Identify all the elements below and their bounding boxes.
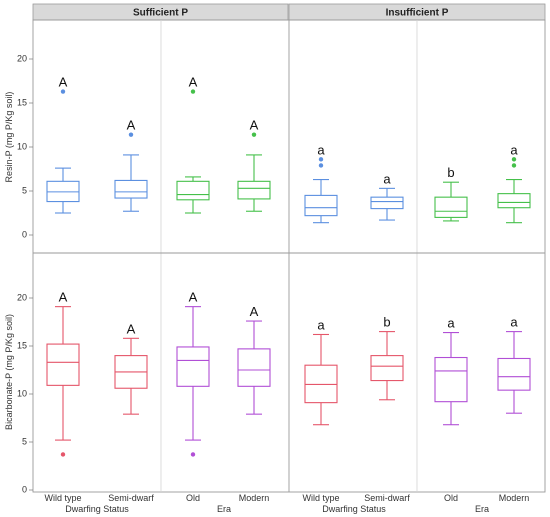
x-tick-label: Modern [499,493,530,503]
outlier-point [60,89,66,94]
outlier-point [190,89,196,94]
y-axis-bottom: 20 15 10 5 0 [17,292,33,494]
outlier-point [511,157,517,162]
box [176,180,210,201]
significance-letter: A [189,75,198,90]
y-tick-label: 0 [22,229,27,239]
strip-label-insufficient: Insufficient P [386,8,449,19]
x-tick-label: Semi-dwarf [108,493,154,503]
significance-letter: b [383,315,390,330]
outlier-point [60,452,66,457]
box [370,196,404,210]
outlier-point [318,157,324,162]
box [497,357,531,391]
y-tick-label: 10 [17,388,27,398]
significance-letter: A [189,290,198,305]
y-axis-top: 20 15 10 5 0 [17,53,33,239]
y-axis-title-resin: Resin-P (mg P/Kg soil) [4,92,14,183]
significance-letter: A [250,304,259,319]
box [434,196,468,218]
box [46,343,80,386]
box [304,194,338,217]
significance-letter: b [447,165,454,180]
group-label: Dwarfing Status [65,504,129,514]
y-tick-label: 5 [22,436,27,446]
y-tick-label: 5 [22,185,27,195]
y-tick-label: 15 [17,340,27,350]
box [370,355,404,382]
y-tick-label: 15 [17,97,27,107]
group-label: Dwarfing Status [322,504,386,514]
significance-letter: A [59,75,68,90]
group-label: Era [475,504,489,514]
box [237,180,271,200]
significance-letter: a [317,142,325,157]
box [434,356,468,403]
box-marks: A A A Aa a b a A A A Aa b a a [46,75,531,457]
significance-letter: a [447,316,455,331]
significance-letter: A [250,118,259,133]
y-tick-label: 20 [17,292,27,302]
x-tick-label: Wild type [44,493,81,503]
outlier-point [318,163,324,168]
outlier-point [251,132,257,137]
y-tick-label: 0 [22,484,27,494]
strip-header: Sufficient P Insufficient P [32,3,546,21]
outlier-point [190,452,196,457]
group-label: Era [217,504,231,514]
significance-letter: a [510,315,518,330]
significance-letter: a [383,171,391,186]
significance-letter: a [510,142,518,157]
x-tick-label: Wild type [302,493,339,503]
box [176,346,210,387]
x-tick-label: Old [444,493,458,503]
x-axis: Wild type Semi-dwarf Old Modern Wild typ… [44,493,529,514]
significance-letter: A [127,118,136,133]
x-tick-label: Old [186,493,200,503]
significance-letter: A [127,321,136,336]
x-tick-label: Modern [239,493,270,503]
significance-letter: a [317,317,325,332]
significance-letter: A [59,290,68,305]
y-tick-label: 10 [17,141,27,151]
outlier-point [511,163,517,168]
strip-label-sufficient: Sufficient P [133,8,188,19]
box [497,193,531,209]
box [114,179,148,199]
x-tick-label: Semi-dwarf [364,493,410,503]
outlier-point [128,132,134,137]
y-tick-label: 20 [17,53,27,63]
box [237,348,271,387]
y-axis-title-bicarbonate: Bicarbonate-P (mg P/Kg soil) [4,314,14,430]
